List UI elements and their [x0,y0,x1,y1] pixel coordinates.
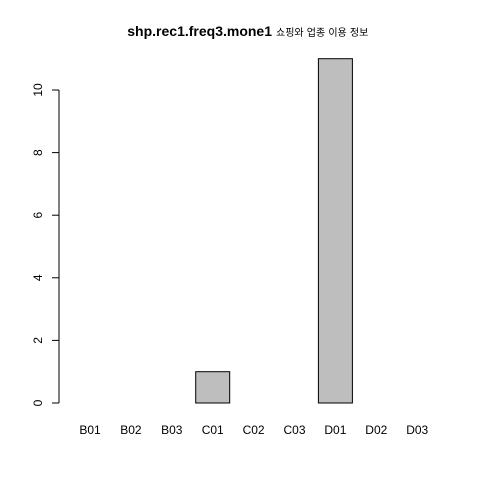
x-tick-label: B01 [79,423,101,437]
x-axis-labels: B01 B02 B03 C01 C02 C03 D01 D02 D03 [79,423,428,437]
x-tick-label: C03 [283,423,305,437]
bars [196,59,353,403]
bar-c01 [196,372,230,403]
y-tick-label: 0 [31,399,45,406]
x-tick-label: C01 [202,423,224,437]
bar-d01 [318,59,352,403]
x-tick-label: D02 [365,423,387,437]
chart-subtitle: 쇼핑와 업종 이용 정보 [276,26,368,39]
x-tick-label: D01 [324,423,346,437]
y-tick-label: 4 [31,274,45,281]
chart-title: shp.rec1.freq3.mone1 [127,23,272,39]
y-tick-label: 8 [31,149,45,156]
x-tick-label: B03 [161,423,183,437]
y-tick-label: 10 [31,83,45,97]
y-tick-label: 6 [31,212,45,219]
x-tick-label: C02 [243,423,265,437]
y-axis: 0 2 4 6 8 10 [31,83,59,406]
y-tick-label: 2 [31,337,45,344]
x-tick-label: D03 [406,423,428,437]
x-tick-label: B02 [120,423,142,437]
